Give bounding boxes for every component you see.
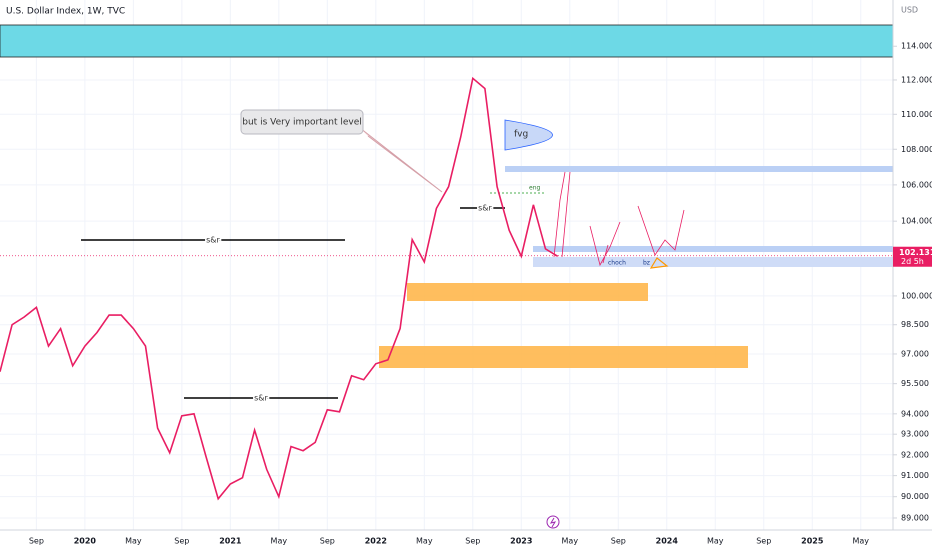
y-tick-label: 93.000 [901, 430, 929, 439]
sr-label: s&r [254, 394, 268, 403]
choch-label: choch [608, 260, 626, 267]
callout-box [240, 109, 364, 135]
bz-label: bz [643, 260, 650, 267]
y-tick-label: 92.000 [901, 450, 929, 459]
y-tick-label: 100.000 [901, 291, 932, 300]
chart-title: U.S. Dollar Index, 1W, TVC [6, 7, 125, 17]
x-tick-label: Sep [611, 537, 626, 546]
x-tick-label: May [271, 537, 288, 546]
x-tick-label: 2024 [656, 537, 679, 546]
y-tick-label: 104.000 [901, 217, 932, 226]
demand-zone [407, 283, 648, 301]
fvg-shape [504, 119, 553, 151]
y-tick-label: 89.000 [901, 513, 929, 522]
x-tick-label: May [852, 537, 869, 546]
grid [0, 0, 893, 530]
demand-zone [379, 346, 748, 368]
price-line [0, 76, 559, 501]
x-tick-label: 2020 [74, 537, 97, 546]
event-icon-bolt [549, 517, 557, 528]
x-tick-label: 2021 [219, 537, 242, 546]
eng-label: eng [529, 185, 540, 192]
projection [553, 171, 685, 267]
x-tick-label: 2022 [365, 537, 387, 546]
level-zone [533, 246, 893, 252]
x-tick-label: Sep [29, 537, 44, 546]
y-tick-label: 98.500 [901, 320, 929, 329]
marker [649, 257, 669, 269]
plot [0, 76, 559, 501]
y-tick-label: 97.000 [901, 349, 929, 358]
y-tick-label: 90.000 [901, 492, 929, 501]
last-price-label: 102.131 [899, 248, 932, 257]
y-tick-label: 106.000 [901, 180, 932, 189]
fvg-label: fvg [514, 130, 528, 140]
y-tick-label: 110.000 [901, 110, 932, 119]
y-tick-label: 114.000 [901, 42, 932, 51]
x-tick-label: May [707, 537, 724, 546]
last-price-tag [893, 246, 932, 267]
x-tick-label: Sep [756, 537, 771, 546]
x-tick-label: Sep [320, 537, 335, 546]
x-tick-label: Sep [174, 537, 189, 546]
x-tick-label: 2025 [801, 537, 824, 546]
callout-pointer [359, 127, 443, 193]
x-tick-label: Sep [465, 537, 480, 546]
currency: USD [901, 6, 918, 15]
level-zone [533, 257, 893, 267]
supply-zone [0, 24, 894, 58]
x-tick-label: 2023 [510, 537, 532, 546]
sr-label: s&r [478, 204, 492, 213]
y-tick-label: 112.000 [901, 75, 932, 84]
callout-text: but is Very important level [242, 118, 361, 128]
y-tick-label: 91.000 [901, 471, 929, 480]
fvg-zone [505, 166, 893, 172]
y-tick-label: 94.000 [901, 409, 929, 418]
x-tick-label: May [416, 537, 433, 546]
x-tick-label: May [125, 537, 142, 546]
x-tick-label: May [562, 537, 579, 546]
y-tick-label: 108.000 [901, 145, 932, 154]
y-tick-label: 95.500 [901, 379, 929, 388]
countdown-label: 2d 5h [901, 257, 924, 266]
sr-label: s&r [206, 236, 220, 245]
